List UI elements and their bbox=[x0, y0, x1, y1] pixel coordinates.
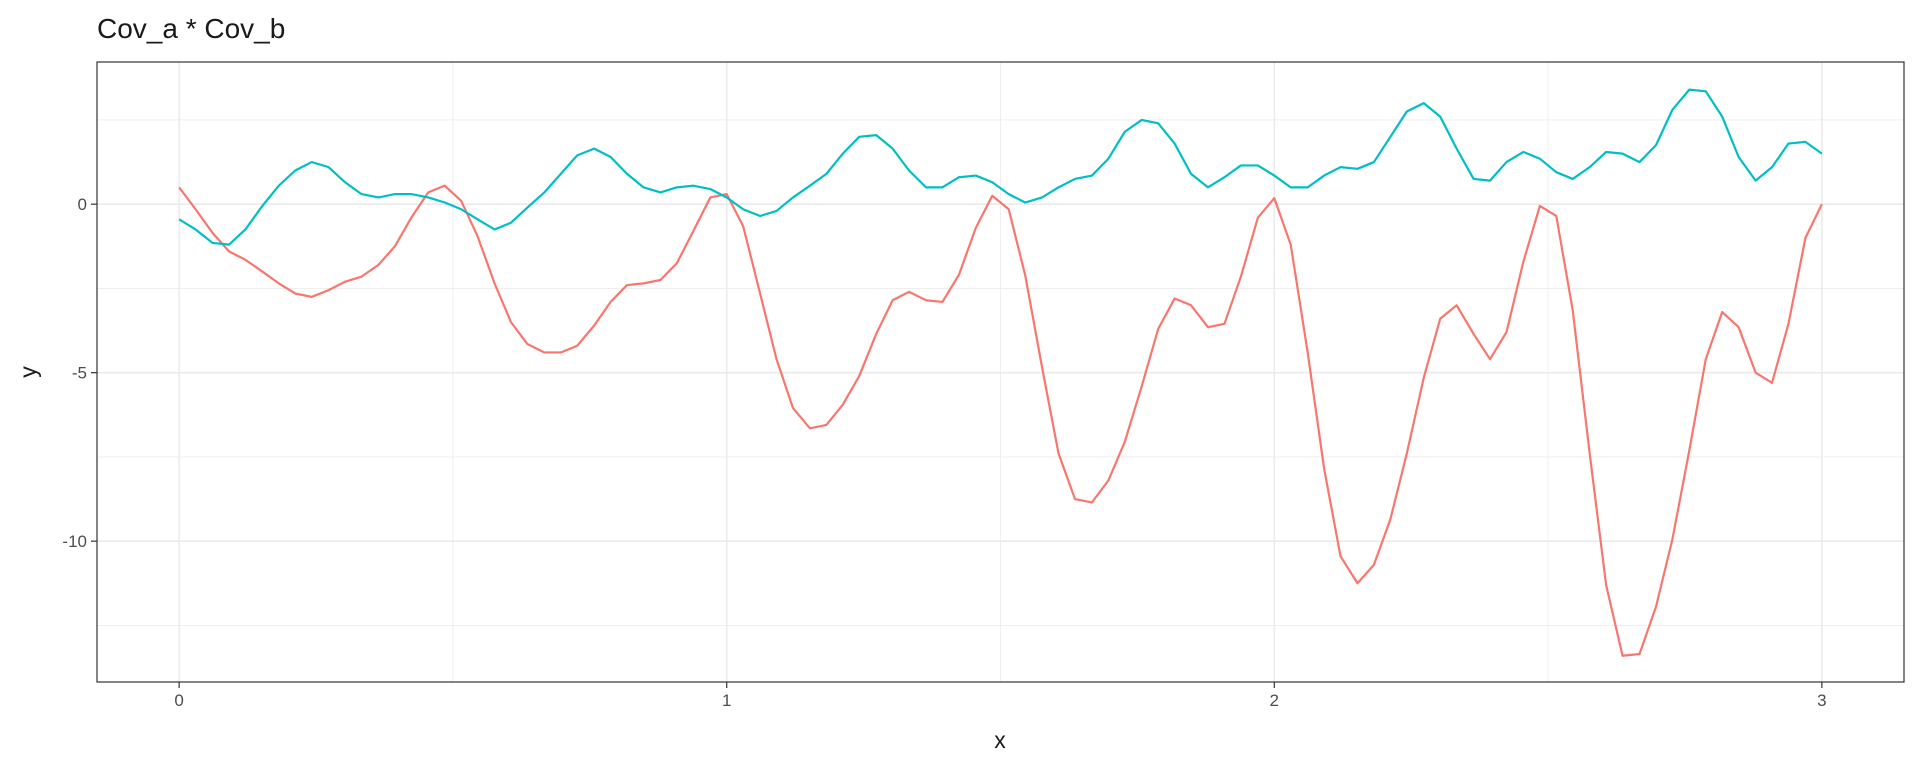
y-tick-label: -5 bbox=[72, 364, 87, 383]
series-line bbox=[178, 88, 1823, 246]
y-axis-title: y bbox=[15, 366, 41, 378]
y-tick-label: 0 bbox=[78, 195, 87, 214]
y-tick-label: -10 bbox=[62, 532, 87, 551]
x-axis-title: x bbox=[994, 727, 1006, 753]
x-tick-label: 3 bbox=[1817, 691, 1826, 710]
chart-title: Cov_a * Cov_b bbox=[97, 13, 285, 44]
x-tick-label: 0 bbox=[174, 691, 183, 710]
x-tick-label: 2 bbox=[1270, 691, 1279, 710]
panel-border bbox=[96, 61, 1905, 683]
series-line bbox=[178, 184, 1823, 657]
x-tick-label: 1 bbox=[722, 691, 731, 710]
